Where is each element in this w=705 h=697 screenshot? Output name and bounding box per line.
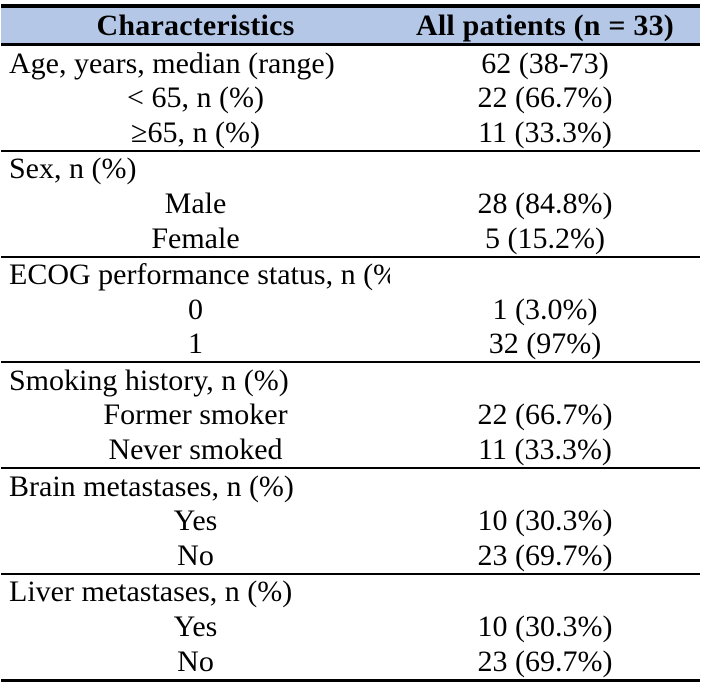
table-row: Yes 10 (30.3%) bbox=[1, 504, 700, 539]
section-brain-metastases: Brain metastases, n (%) Yes 10 (30.3%) N… bbox=[1, 467, 700, 574]
row-value bbox=[390, 467, 700, 504]
row-label: Male bbox=[164, 186, 227, 220]
header-all-patients: All patients (n = 33) bbox=[390, 6, 700, 46]
row-label: Female bbox=[151, 221, 240, 255]
table-row: Former smoker 22 (66.7%) bbox=[1, 398, 700, 433]
row-value bbox=[390, 361, 700, 398]
row-value bbox=[390, 572, 700, 610]
table-row: Smoking history, n (%) bbox=[1, 361, 700, 398]
row-label: No bbox=[177, 644, 214, 678]
row-value bbox=[390, 149, 700, 187]
row-label: 1 bbox=[188, 327, 203, 361]
row-label: Never smoked bbox=[108, 433, 283, 467]
row-label: ≥65, n (%) bbox=[131, 115, 260, 149]
table-row: Male 28 (84.8%) bbox=[1, 186, 700, 221]
row-label: Liver metastases, n (%) bbox=[1, 572, 390, 610]
row-label: Sex, n (%) bbox=[1, 149, 390, 187]
patient-characteristics-table: Characteristics All patients (n = 33) Ag… bbox=[1, 4, 700, 682]
row-value: 22 (66.7%) bbox=[477, 398, 613, 432]
row-value bbox=[390, 255, 700, 293]
row-label: Former smoker bbox=[103, 398, 288, 432]
table-row: 1 32 (97%) bbox=[1, 327, 700, 363]
row-value: 62 (38-73) bbox=[481, 46, 609, 80]
row-label: 0 bbox=[188, 292, 203, 326]
row-value: 10 (30.3%) bbox=[477, 504, 613, 538]
patient-characteristics-table-container: Characteristics All patients (n = 33) Ag… bbox=[1, 4, 700, 682]
row-value: 23 (69.7%) bbox=[477, 538, 613, 572]
section-sex: Sex, n (%) Male 28 (84.8%) Female 5 (15.… bbox=[1, 149, 700, 257]
section-liver-metastases: Liver metastases, n (%) Yes 10 (30.3%) N… bbox=[1, 572, 700, 680]
table-header-row: Characteristics All patients (n = 33) bbox=[1, 6, 700, 46]
table-row: Yes 10 (30.3%) bbox=[1, 610, 700, 645]
row-value: 10 (30.3%) bbox=[477, 610, 613, 644]
table-row: Never smoked 11 (33.3%) bbox=[1, 433, 700, 469]
row-label: Yes bbox=[173, 610, 218, 644]
table-row: Sex, n (%) bbox=[1, 149, 700, 187]
table-row: No 23 (69.7%) bbox=[1, 644, 700, 680]
row-label: Yes bbox=[173, 504, 218, 538]
row-label: Age, years, median (range) bbox=[9, 46, 335, 80]
table-row: < 65, n (%) 22 (66.7%) bbox=[1, 81, 700, 116]
table-row: Liver metastases, n (%) bbox=[1, 572, 700, 610]
row-label: Smoking history, n (%) bbox=[1, 361, 390, 398]
table-row: 0 1 (3.0%) bbox=[1, 292, 700, 327]
section-ecog: ECOG performance status, n (%) 0 1 (3.0%… bbox=[1, 255, 700, 363]
row-value: 22 (66.7%) bbox=[477, 81, 613, 115]
row-value: 28 (84.8%) bbox=[477, 186, 613, 220]
header-characteristics: Characteristics bbox=[1, 6, 390, 46]
table-row: Brain metastases, n (%) bbox=[1, 467, 700, 504]
section-age: Age, years, median (range) 62 (38-73) < … bbox=[1, 45, 700, 151]
row-label: Brain metastases, n (%) bbox=[1, 467, 390, 504]
row-value: 11 (33.3%) bbox=[478, 433, 612, 467]
row-value: 32 (97%) bbox=[488, 327, 602, 361]
table-row: No 23 (69.7%) bbox=[1, 538, 700, 574]
row-label: No bbox=[177, 538, 214, 572]
section-smoking: Smoking history, n (%) Former smoker 22 … bbox=[1, 361, 700, 469]
row-value: 5 (15.2%) bbox=[485, 221, 605, 255]
row-value: 1 (3.0%) bbox=[492, 292, 598, 326]
table-row: Age, years, median (range) 62 (38-73) bbox=[1, 45, 700, 81]
table-row: Female 5 (15.2%) bbox=[1, 221, 700, 257]
row-label: ECOG performance status, n (%) bbox=[1, 255, 390, 293]
table-row: ECOG performance status, n (%) bbox=[1, 255, 700, 293]
row-value: 23 (69.7%) bbox=[477, 644, 613, 678]
row-value: 11 (33.3%) bbox=[478, 115, 612, 149]
row-label: < 65, n (%) bbox=[127, 81, 264, 115]
table-row: ≥65, n (%) 11 (33.3%) bbox=[1, 115, 700, 151]
